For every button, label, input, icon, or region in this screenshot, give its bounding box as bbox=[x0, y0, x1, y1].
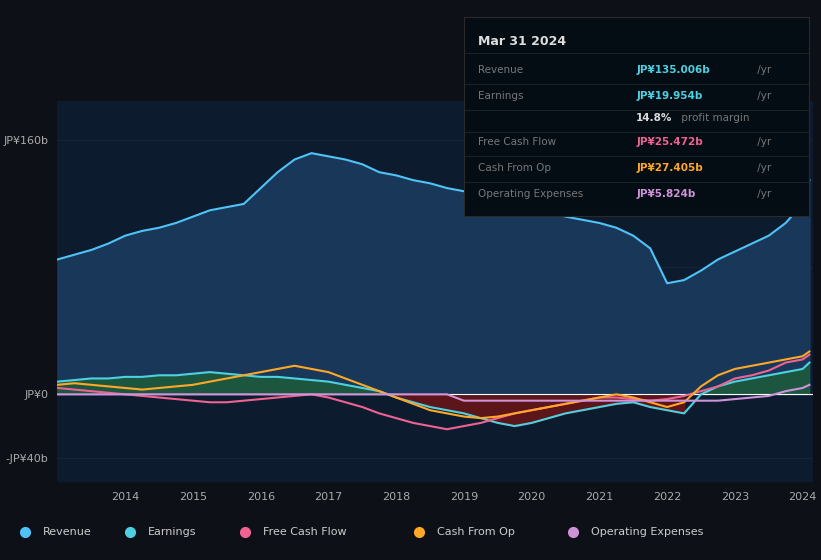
Text: Cash From Op: Cash From Op bbox=[437, 528, 515, 538]
Text: /yr: /yr bbox=[754, 189, 771, 199]
Text: profit margin: profit margin bbox=[677, 113, 749, 123]
Text: Operating Expenses: Operating Expenses bbox=[591, 528, 704, 538]
Text: /yr: /yr bbox=[754, 91, 771, 101]
Text: JP¥25.472b: JP¥25.472b bbox=[636, 137, 703, 147]
Text: Earnings: Earnings bbox=[148, 528, 196, 538]
Text: JP¥27.405b: JP¥27.405b bbox=[636, 163, 703, 173]
Text: Revenue: Revenue bbox=[43, 528, 91, 538]
Text: /yr: /yr bbox=[754, 163, 771, 173]
Text: Revenue: Revenue bbox=[478, 66, 523, 76]
Text: Mar 31 2024: Mar 31 2024 bbox=[478, 35, 566, 48]
Text: Free Cash Flow: Free Cash Flow bbox=[478, 137, 556, 147]
Text: JP¥19.954b: JP¥19.954b bbox=[636, 91, 703, 101]
Text: Earnings: Earnings bbox=[478, 91, 523, 101]
Text: /yr: /yr bbox=[754, 137, 771, 147]
Text: Cash From Op: Cash From Op bbox=[478, 163, 551, 173]
Text: /yr: /yr bbox=[754, 66, 771, 76]
Text: JP¥135.006b: JP¥135.006b bbox=[636, 66, 710, 76]
Text: Free Cash Flow: Free Cash Flow bbox=[263, 528, 346, 538]
Text: JP¥5.824b: JP¥5.824b bbox=[636, 189, 695, 199]
Text: 14.8%: 14.8% bbox=[636, 113, 672, 123]
Text: Operating Expenses: Operating Expenses bbox=[478, 189, 583, 199]
